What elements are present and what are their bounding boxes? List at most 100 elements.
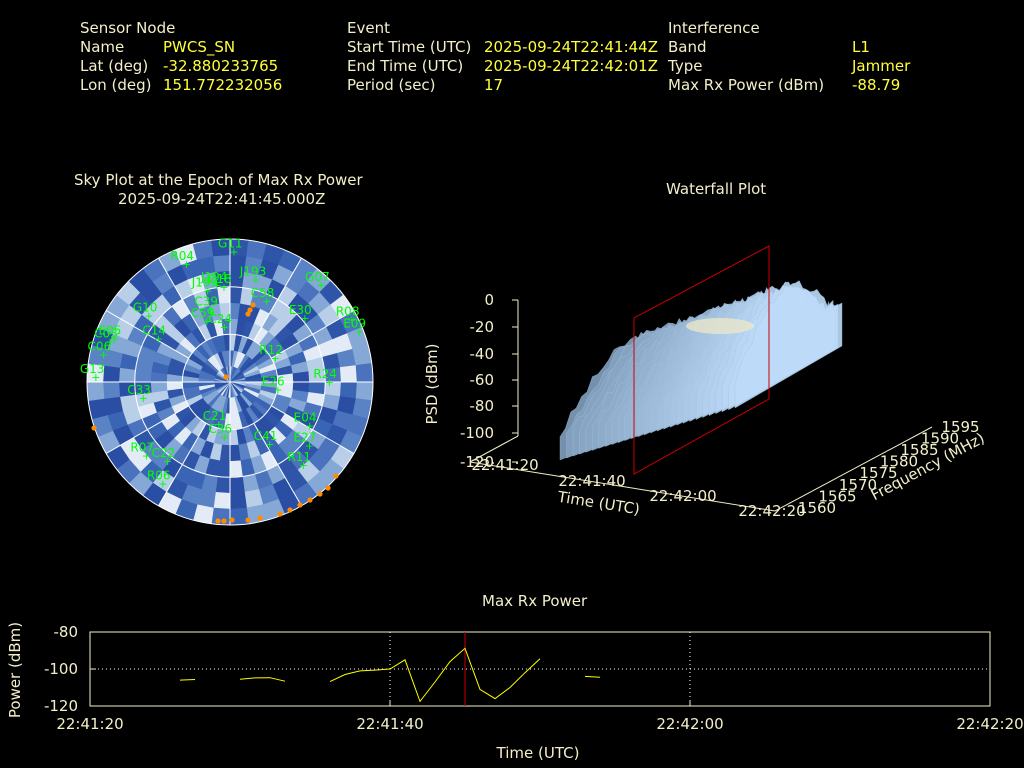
skyplot-radial-line [158,257,207,341]
skyplot-radial-line [271,310,355,359]
skyplot-radial-line [158,423,207,507]
maxpower-line [239,677,286,682]
sat-marker: + [299,459,308,472]
sensor-header: Sensor Node [80,19,176,37]
sat-marker: + [158,478,167,491]
sat-marker: + [305,439,314,452]
power-dot [250,302,256,308]
z-tick-label: 0 [484,291,494,309]
sensor-lat-value: -32.880233765 [163,57,279,75]
sat-label: E05 [99,324,122,338]
skyplot-radial-line [105,405,189,454]
x-tick-label: 22:41:40 [558,472,625,490]
sat-label: C36 [208,422,232,436]
skyplot-radial-line [105,310,189,359]
y-tick-label: -100 [44,660,78,678]
sat-label: J199 [191,275,218,289]
sensor-lon-value: 151.772232056 [163,76,283,94]
x-tick-label: 22:42:20 [738,502,805,520]
z-tick-label: -60 [470,371,495,389]
waterfall-x-ticks: 22:41:20 22:41:40 22:42:00 22:42:20 [471,456,805,520]
sat-marker: + [229,246,238,259]
waterfall-z-label: PSD (dBm) [423,343,441,424]
power-dot [325,485,331,491]
y-tick-label: 1595 [941,418,979,436]
skyplot-cell [355,362,373,383]
sat-marker: + [91,371,100,384]
sat-marker: + [273,384,282,397]
sat-label: C03 [94,327,118,341]
z-tick-label: -100 [460,424,494,442]
sensor-name-label: Name [80,38,125,56]
z-tick-label: -20 [470,318,495,336]
sat-label: G07 [305,270,330,284]
sat-label: C39 [194,294,218,308]
sat-label: C14 [142,323,166,337]
sat-marker: + [110,333,119,346]
maxpower-series [179,647,601,703]
sat-marker: + [251,273,260,286]
sat-label: R11 [287,450,311,464]
power-dot [297,502,303,508]
skyplot-heatmap [87,239,373,525]
sat-label: E30 [289,303,312,317]
sat-label: C21 [203,409,227,423]
power-dot [287,507,293,513]
power-dot [317,491,323,497]
power-dot [91,425,97,431]
sat-label: C41 [254,429,278,443]
event-end-label: End Time (UTC) [347,57,464,75]
sat-marker: + [206,303,215,316]
y-tick-label: 1590 [921,429,959,447]
sat-label: C18 [208,272,232,286]
interference-type-value: Jammer [852,57,911,75]
y-tick-label: 1580 [880,453,918,471]
skyplot-radial-line [271,405,355,454]
sat-marker: + [105,336,114,349]
sat-label: E27 [293,430,316,444]
sat-marker: + [202,315,211,328]
sat-marker: + [347,313,356,326]
z-tick-label: -40 [470,345,495,363]
y-tick-label: 1575 [859,464,897,482]
sat-marker: + [220,431,229,444]
event-end-value: 2025-09-24T22:42:01Z [484,57,658,75]
maxpower-x-ticks: 22:41:20 22:41:40 22:42:00 22:42:20 [56,700,1024,733]
skyplot-title: Sky Plot at the Epoch of Max Rx Power [74,171,363,189]
event-period-label: Period (sec) [347,76,436,94]
waterfall-slice [734,280,843,409]
sat-marker: + [99,348,108,361]
power-dot [277,511,283,517]
sat-marker: + [265,438,274,451]
sat-label: J194 [200,270,227,284]
sat-label: R12 [259,343,283,357]
power-dot [245,517,251,523]
sat-label: R07 [130,441,154,455]
sat-marker: + [262,295,271,308]
interference-power-label: Max Rx Power (dBm) [668,76,825,94]
y-tick-label: 1585 [900,441,938,459]
waterfall-cursor-plane [633,245,770,475]
sat-label: R04 [170,249,194,263]
interference-band-label: Band [668,38,707,56]
maxpower-y-label: Power (dBm) [6,622,24,718]
sat-label: C22 [152,446,176,460]
x-tick-label: 22:42:20 [956,715,1023,733]
skyplot-radial-line [253,257,302,341]
maxpower-y-ticks: -80 -100 -120 [44,623,96,715]
power-dot [245,311,251,317]
event-start-value: 2025-09-24T22:41:44Z [484,38,658,56]
sat-label: E26 [262,375,285,389]
maxpower-title: Max Rx Power [482,592,588,610]
sat-marker: + [220,321,229,334]
maxpower-line [329,647,541,703]
skyplot-epoch: 2025-09-24T22:41:45.000Z [118,190,326,208]
y-tick-label: -120 [44,697,78,715]
maxpower-line [179,679,196,681]
sat-marker: + [305,420,314,433]
power-dot [247,307,253,313]
interference-type-label: Type [668,57,703,75]
waterfall-surface [559,280,843,461]
sat-marker: + [163,455,172,468]
